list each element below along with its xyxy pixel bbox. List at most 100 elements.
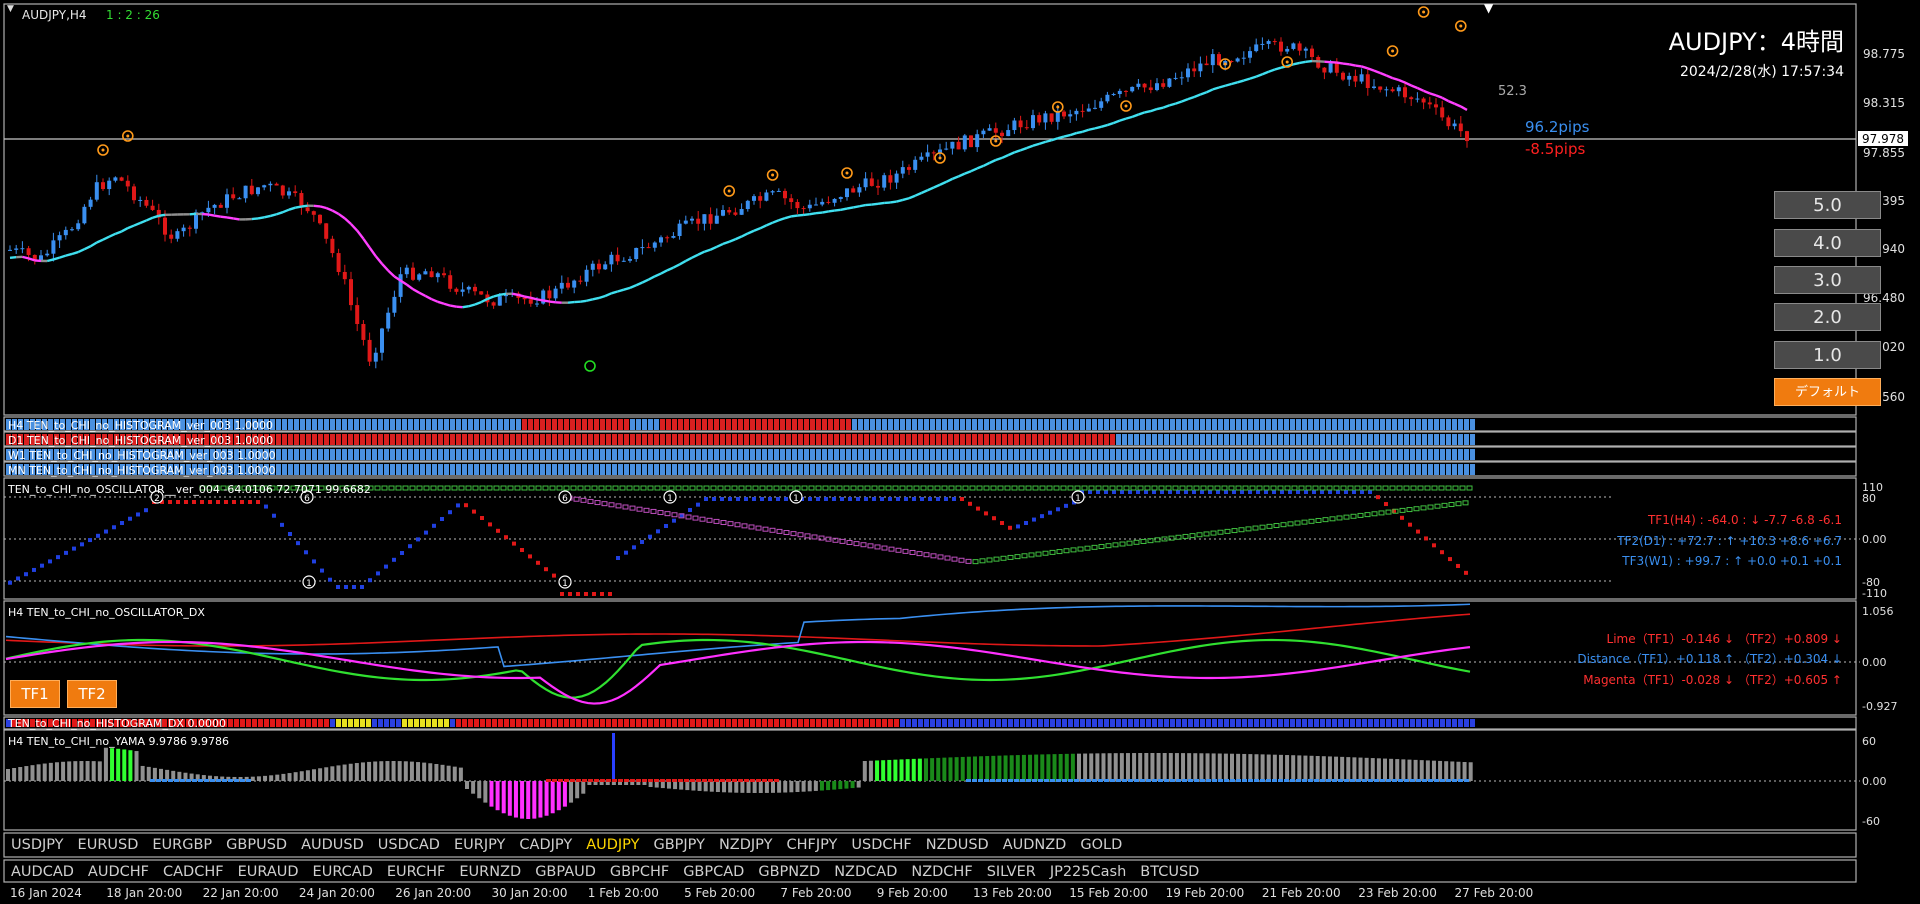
histdx-bar	[1062, 719, 1067, 727]
hist-bar	[906, 434, 911, 445]
hist-bar	[618, 434, 623, 445]
hist-bar	[144, 419, 149, 430]
symbol-gbpaud[interactable]: GBPAUD	[535, 864, 596, 880]
symbol-eurchf[interactable]: EURCHF	[386, 864, 446, 880]
hist-bar	[30, 434, 35, 445]
symbol-gbpcad[interactable]: GBPCAD	[683, 864, 745, 880]
shift-marker-icon[interactable]: ▼	[1484, 1, 1494, 15]
symbol-audcad[interactable]: AUDCAD	[11, 864, 74, 880]
candle-body	[1155, 83, 1159, 91]
symbol-btcusd[interactable]: BTCUSD	[1140, 864, 1200, 880]
tf2-button[interactable]: TF2	[67, 680, 117, 708]
osc-tf1-dot	[120, 521, 124, 525]
candle-body	[913, 159, 918, 170]
symbol-jp225cash[interactable]: JP225Cash	[1049, 864, 1127, 880]
symbol-nzdusd[interactable]: NZDUSD	[925, 837, 989, 853]
symbol-gbpusd[interactable]: GBPUSD	[226, 837, 288, 853]
osc-tf1-dot	[1392, 508, 1396, 513]
time-tick: 22 Jan 20:00	[203, 886, 279, 900]
symbol-chfjpy[interactable]: CHFJPY	[786, 837, 838, 853]
hist-bar	[1098, 449, 1103, 460]
osc-tf3-dot	[1438, 485, 1445, 491]
scale-4-button[interactable]: 4.0	[1774, 229, 1881, 257]
hist-bar	[378, 419, 383, 430]
histdx-bar	[1308, 719, 1313, 727]
hist-bar	[468, 434, 473, 445]
default-button[interactable]: デフォルト	[1774, 378, 1881, 406]
symbol-gbpnzd[interactable]: GBPNZD	[758, 864, 821, 880]
ma-segment	[77, 248, 85, 254]
osc-tf3-dot	[1130, 485, 1137, 491]
histdx-bar	[402, 719, 407, 727]
scale-5-button[interactable]: 5.0	[1774, 191, 1881, 219]
candle-body	[243, 185, 248, 199]
hist-bar	[276, 434, 281, 445]
tf1-button[interactable]: TF1	[10, 680, 60, 708]
yama-bar	[1340, 756, 1345, 781]
hist-bar	[1296, 449, 1301, 460]
symbol-audchf[interactable]: AUDCHF	[87, 864, 149, 880]
symbol-cadjpy[interactable]: CADJPY	[519, 837, 573, 853]
symbol-eurusd[interactable]: EURUSD	[77, 837, 139, 853]
symbol-eurnzd[interactable]: EURNZD	[459, 864, 522, 880]
histdx-bar	[504, 719, 509, 727]
histdx-bar	[1320, 719, 1325, 727]
hist-bar	[240, 419, 245, 430]
hist-bar	[444, 434, 449, 445]
yama-bar	[911, 758, 916, 781]
histdx-bar	[732, 719, 737, 727]
symbol-gold[interactable]: GOLD	[1080, 837, 1123, 853]
osc-tf1-dot	[880, 497, 884, 501]
symbol-usdcad[interactable]: USDCAD	[377, 837, 440, 853]
symbol-audusd[interactable]: AUDUSD	[301, 837, 364, 853]
yama-bar	[697, 781, 702, 791]
hist-bar	[696, 434, 701, 445]
collapse-triangle-icon[interactable]: ▼	[7, 4, 14, 14]
histdx-bar	[1020, 719, 1025, 727]
hist-bar	[678, 464, 683, 475]
scale-2-button[interactable]: 2.0	[1774, 303, 1881, 331]
hist-bar	[120, 419, 125, 430]
hist-bar	[636, 464, 641, 475]
yama-trend-dash	[192, 779, 197, 782]
symbol-silver[interactable]: SILVER	[986, 864, 1036, 880]
hist-bar	[702, 449, 707, 460]
symbol-eurcad[interactable]: EURCAD	[312, 864, 373, 880]
yama-bar	[654, 781, 659, 788]
hist-bar	[1032, 464, 1037, 475]
candle-body	[919, 156, 924, 160]
hist-bar	[276, 464, 281, 475]
histdx-bar	[936, 719, 941, 727]
symbol-audjpy[interactable]: AUDJPY	[586, 837, 640, 853]
symbol-eurgbp[interactable]: EURGBP	[152, 837, 213, 853]
ma-segment	[102, 235, 110, 241]
histdx-bar	[552, 719, 557, 727]
hist-bar	[570, 449, 575, 460]
ma-segment	[704, 248, 711, 253]
symbol-eurjpy[interactable]: EURJPY	[453, 837, 506, 853]
hist-bar	[126, 434, 131, 445]
symbol-nzdchf[interactable]: NZDCHF	[911, 864, 973, 880]
symbol-audnzd[interactable]: AUDNZD	[1002, 837, 1067, 853]
hist-bar	[192, 434, 197, 445]
symbol-nzdjpy[interactable]: NZDJPY	[718, 837, 773, 853]
symbol-gbpchf[interactable]: GBPCHF	[609, 864, 670, 880]
osc-tf1-dot	[960, 497, 964, 501]
price-pane[interactable]	[3, 3, 1857, 416]
symbol-cadchf[interactable]: CADCHF	[163, 864, 224, 880]
symbol-euraud[interactable]: EURAUD	[237, 864, 299, 880]
scale-1-button[interactable]: 1.0	[1774, 341, 1881, 369]
symbol-usdchf[interactable]: USDCHF	[851, 837, 912, 853]
symbol-usdjpy[interactable]: USDJPY	[11, 837, 64, 853]
hist-bar	[1434, 464, 1439, 475]
osc-tf1-dot	[1120, 490, 1124, 494]
hist-bar	[762, 434, 767, 445]
symbol-nzdcad[interactable]: NZDCAD	[834, 864, 898, 880]
hist-bar	[216, 464, 221, 475]
hist-bar	[654, 464, 659, 475]
candle-body	[113, 177, 118, 181]
scale-3-button[interactable]: 3.0	[1774, 266, 1881, 294]
symbol-gbpjpy[interactable]: GBPJPY	[653, 837, 705, 853]
histdx-bar	[1008, 719, 1013, 727]
